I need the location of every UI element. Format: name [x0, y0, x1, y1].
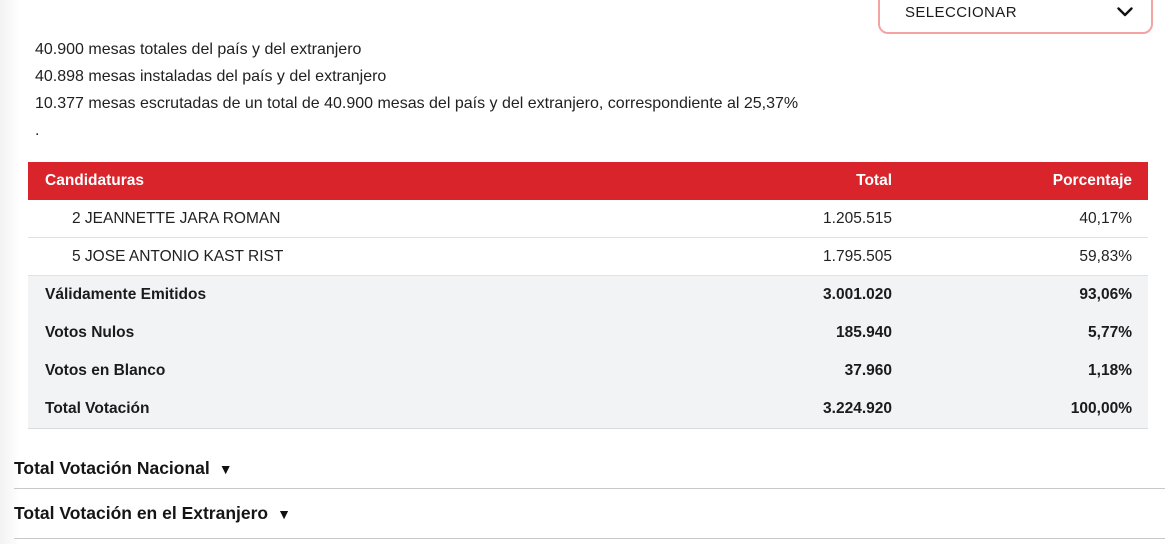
totals-row-votos-en-blanco: Votos en Blanco 37.960 1,18%	[28, 352, 1148, 390]
totals-total: 3.001.020	[823, 286, 892, 303]
candidate-percentage: 40,17%	[1079, 209, 1132, 227]
candidate-row: 2 JEANNETTE JARA ROMAN 1.205.515 40,17%	[28, 200, 1148, 238]
totals-total: 37.960	[844, 362, 892, 379]
triangle-down-icon: ▼	[218, 460, 233, 477]
totals-label: Votos en Blanco	[45, 362, 166, 379]
totals-label: Votos Nulos	[45, 324, 135, 341]
totals-percentage: 1,18%	[1088, 362, 1132, 379]
seleccionar-dropdown[interactable]: SELECCIONAR	[878, 0, 1153, 34]
mesas-totales-line: 40.900 mesas totales del país y del extr…	[35, 41, 362, 58]
accordion-total-votacion-extranjero[interactable]: Total Votación en el Extranjero ▼	[14, 503, 1175, 524]
accordion-label: Total Votación en el Extranjero	[14, 503, 269, 523]
candidate-percentage: 59,83%	[1079, 247, 1132, 265]
totals-block: Válidamente Emitidos 3.001.020 93,06% Vo…	[28, 276, 1148, 429]
totals-total: 185.940	[835, 324, 892, 341]
candidate-name: 5 JOSE ANTONIO KAST RIST	[72, 247, 284, 265]
candidate-total: 1.795.505	[823, 247, 892, 265]
totals-percentage: 93,06%	[1079, 286, 1132, 303]
accordion-total-votacion-nacional[interactable]: Total Votación Nacional ▼	[14, 458, 1175, 479]
stray-period: .	[35, 122, 40, 139]
header-porcentaje: Porcentaje	[1052, 172, 1132, 189]
candidate-total: 1.205.515	[823, 209, 892, 227]
section-divider	[14, 488, 1165, 489]
candidate-row: 5 JOSE ANTONIO KAST RIST 1.795.505 59,83…	[28, 238, 1148, 276]
results-table: Candidaturas Total Porcentaje 2 JEANNETT…	[28, 162, 1148, 429]
chevron-down-icon	[1117, 7, 1133, 17]
totals-label: Válidamente Emitidos	[45, 286, 207, 303]
totals-row-validamente-emitidos: Válidamente Emitidos 3.001.020 93,06%	[28, 276, 1148, 314]
section-divider	[14, 538, 1165, 539]
table-header-row: Candidaturas Total Porcentaje	[28, 162, 1148, 200]
page-left-edge-shading	[0, 0, 20, 544]
seleccionar-dropdown-label: SELECCIONAR	[905, 3, 1017, 21]
seleccionar-dropdown-inner: SELECCIONAR	[880, 0, 1151, 32]
mesas-escrutadas-line: 10.377 mesas escrutadas de un total de 4…	[35, 95, 799, 112]
header-candidaturas: Candidaturas	[45, 172, 145, 189]
mesas-instaladas-line: 40.898 mesas instaladas del país y del e…	[35, 68, 387, 85]
triangle-down-icon: ▼	[277, 505, 291, 522]
candidate-name: 2 JEANNETTE JARA ROMAN	[72, 209, 281, 227]
mesas-summary: 40.900 mesas totales del país y del extr…	[35, 36, 798, 144]
header-total: Total	[856, 172, 892, 189]
totals-row-total-votacion: Total Votación 3.224.920 100,00%	[28, 390, 1148, 428]
totals-percentage: 5,77%	[1088, 324, 1132, 341]
totals-percentage: 100,00%	[1070, 400, 1132, 417]
accordion-label: Total Votación Nacional	[14, 458, 210, 478]
totals-label: Total Votación	[45, 400, 150, 417]
totals-total: 3.224.920	[823, 400, 892, 417]
totals-row-votos-nulos: Votos Nulos 185.940 5,77%	[28, 314, 1148, 352]
